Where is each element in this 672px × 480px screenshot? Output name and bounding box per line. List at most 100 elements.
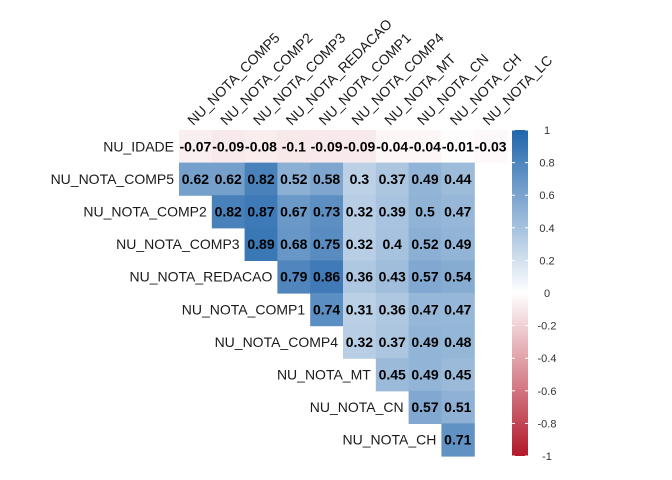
heatmap-cell-labels: -0.07 -0.09 -0.08 -0.1 -0.09 -0.09 -0.04 -0.04-… [179, 138, 506, 447]
heatmap-cell [375, 130, 410, 164]
row-label-nu-nota-redacao: NU_NOTA_REDACAO [130, 269, 273, 285]
cell-value-label: -0.07 [179, 138, 211, 154]
heatmap-cell [375, 358, 410, 392]
heatmap-cell [310, 227, 344, 261]
cell-value-label: -0.09 [212, 138, 244, 154]
legend-tick-label: 0.8 [539, 158, 554, 170]
heatmap-cell [375, 195, 410, 229]
cell-value-label: 0.52 [280, 171, 307, 187]
heatmap-cells [179, 130, 508, 457]
cell-value-label: 0.51 [444, 399, 471, 415]
cell-value-label: 0.75 [313, 236, 340, 252]
row-label-nu-nota-comp5: NU_NOTA_COMP5 [51, 171, 175, 187]
cell-value-label: 0.82 [215, 204, 242, 220]
heatmap-cell [244, 195, 278, 229]
cell-value-label: 0.82 [247, 171, 274, 187]
heatmap-cell [244, 130, 278, 164]
legend-tick-label: 0.4 [539, 223, 554, 235]
heatmap-row-labels: NU_IDADE NU_NOTA_COMP5 NU_NOTA_COMP2 NU_NOT… [51, 138, 437, 447]
cell-value-label: 0.39 [379, 204, 406, 220]
heatmap-cell [343, 162, 377, 196]
heatmap-cell [277, 195, 311, 229]
cell-value-label: 0.44 [444, 171, 471, 187]
cell-value-label: -0.09 [311, 138, 343, 154]
cell-value-label: 0.32 [346, 236, 373, 252]
cell-value-label: 0.54 [444, 269, 471, 285]
heatmap-cell [408, 390, 442, 424]
row-label-nu-nota-comp3: NU_NOTA_COMP3 [116, 236, 240, 252]
cell-value-label: 0.58 [313, 171, 340, 187]
cell-value-label: 0.74 [313, 301, 340, 317]
cell-value-label: 0.57 [411, 399, 438, 415]
cell-value-label: 0.36 [379, 301, 406, 317]
cell-value-label: -0.04 [376, 138, 408, 154]
cell-value-label: 0.62 [215, 171, 242, 187]
cell-value-label: 0.48 [444, 334, 471, 350]
legend-tick-label: 0.2 [539, 255, 554, 267]
cell-value-label: 0.49 [444, 236, 471, 252]
heatmap-cell [375, 227, 410, 261]
cell-value-label: 0.71 [444, 432, 471, 448]
cell-value-label: 0.37 [379, 171, 406, 187]
cell-value-label: 0.37 [379, 334, 406, 350]
cell-value-label: 0.36 [346, 269, 373, 285]
row-label-nu-nota-comp1: NU_NOTA_COMP1 [182, 301, 306, 317]
heatmap-cell [211, 195, 246, 229]
cell-value-label: 0.31 [346, 301, 373, 317]
cell-value-label: 0.62 [182, 171, 209, 187]
heatmap-cell [474, 130, 508, 164]
heatmap-cell [408, 358, 442, 392]
cell-value-label: 0.45 [444, 367, 471, 383]
cell-value-label: 0.49 [411, 334, 438, 350]
cell-value-label: 0.73 [313, 204, 340, 220]
row-label-nu-nota-cn: NU_NOTA_CN [310, 399, 404, 415]
heatmap-cell [441, 390, 475, 424]
cell-value-label: 0.52 [411, 236, 438, 252]
cell-value-label: -0.04 [409, 138, 441, 154]
cell-value-label: 0.87 [247, 204, 274, 220]
heatmap-cell [310, 260, 344, 294]
heatmap-cell [211, 130, 246, 164]
cell-value-label: 0.86 [313, 269, 340, 285]
heatmap-cell [277, 227, 311, 261]
row-label-nu-nota-comp2: NU_NOTA_COMP2 [83, 204, 207, 220]
heatmap-cell [310, 195, 344, 229]
heatmap-cell [343, 130, 377, 164]
legend-tick-label: -1 [542, 451, 552, 463]
cell-value-label: 0.5 [415, 204, 435, 220]
heatmap-cell [408, 260, 442, 294]
heatmap-cell [441, 130, 475, 164]
heatmap-cell [244, 227, 278, 261]
heatmap-cell [310, 130, 344, 164]
cell-value-label: 0.47 [444, 301, 471, 317]
heatmap-cell [441, 358, 475, 392]
heatmap-cell [343, 195, 377, 229]
cell-value-label: 0.79 [280, 269, 307, 285]
cell-value-label: 0.4 [382, 236, 402, 252]
cell-value-label: 0.32 [346, 204, 373, 220]
heatmap-cell [441, 423, 475, 457]
heatmap-cell [343, 260, 377, 294]
cell-value-label: -0.1 [282, 138, 306, 154]
heatmap-cell [244, 162, 278, 196]
cell-value-label: 0.45 [379, 367, 406, 383]
heatmap-cell [277, 260, 311, 294]
legend-color-bar [512, 130, 528, 456]
heatmap-cell [277, 130, 311, 164]
heatmap-cell [375, 260, 410, 294]
heatmap-cell [179, 162, 213, 196]
heatmap-cell [375, 325, 410, 359]
row-label-nu-nota-ch: NU_NOTA_CH [343, 432, 437, 448]
heatmap-cell [277, 162, 311, 196]
heatmap-cell [408, 293, 442, 327]
heatmap-cell [441, 325, 475, 359]
heatmap-cell [441, 227, 475, 261]
heatmap-cell [343, 325, 377, 359]
legend-tick-label: 0 [544, 288, 550, 300]
cell-value-label: 0.68 [280, 236, 307, 252]
heatmap-cell [408, 195, 442, 229]
heatmap-cell [408, 162, 442, 196]
heatmap-cell [375, 293, 410, 327]
color-legend: 1 0.8 0.6 0.4 0.2 0 -0.2 -0.4 -0.6 -0.8 -1 [512, 125, 556, 463]
